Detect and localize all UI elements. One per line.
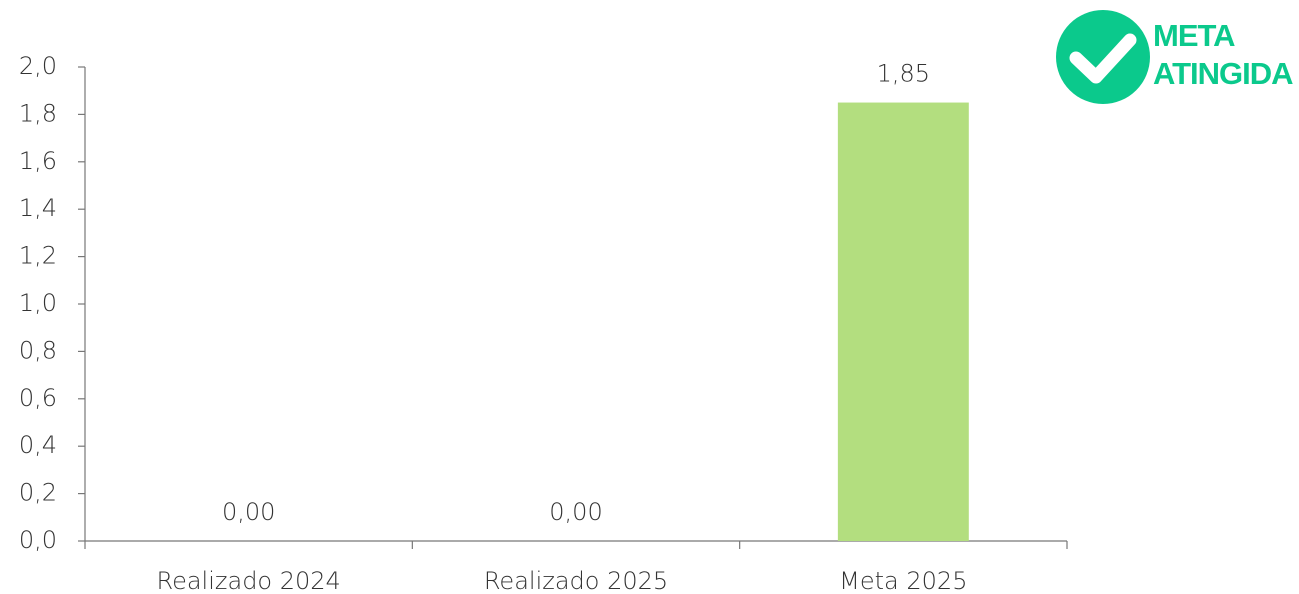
badge-line: ATINGIDA (1153, 56, 1293, 91)
y-tick-label: 2,0 (19, 52, 57, 80)
y-tick-label: 1,8 (19, 99, 57, 127)
y-tick-label: 1,2 (19, 242, 57, 270)
x-tick-label: Realizado 2024 (156, 567, 340, 594)
y-tick-label: 0,2 (19, 479, 57, 507)
value-label: 0,00 (222, 498, 275, 526)
badge-line: META (1153, 18, 1235, 53)
y-tick-label: 0,4 (19, 431, 57, 459)
y-tick-label: 0,8 (19, 336, 57, 364)
badge-check (1069, 33, 1137, 84)
value-label: 0,00 (549, 498, 602, 526)
x-tick-label: Meta 2025 (839, 567, 967, 594)
y-tick-label: 1,6 (19, 147, 57, 175)
bar (837, 102, 969, 542)
y-tick-label: 1,4 (19, 194, 57, 222)
y-tick-label: 0,0 (19, 526, 57, 554)
y-tick-label: 0,6 (19, 384, 57, 412)
x-tick-label: Realizado 2025 (484, 567, 668, 594)
value-label: 1,85 (877, 60, 930, 88)
badge-circle (1056, 10, 1150, 104)
y-tick-label: 1,0 (19, 289, 57, 317)
badge: META ATINGIDA (1056, 10, 1294, 104)
